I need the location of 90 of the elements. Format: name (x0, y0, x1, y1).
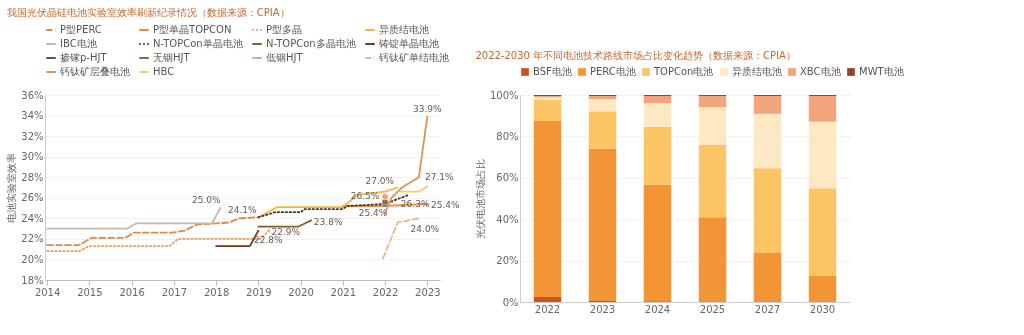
y-tick-label: 34% (21, 110, 44, 122)
y-tick-label: 40% (496, 213, 519, 225)
bar (588, 148, 617, 301)
annotation: 27.0% (365, 175, 395, 186)
y-tick-label: 32% (21, 130, 44, 142)
legend-label: 无铟HJT (153, 52, 191, 63)
x-tick-label: 2019 (246, 286, 272, 298)
y-axis-title: 电池实验室效率 (6, 153, 18, 223)
y-tick-label: 100% (489, 89, 519, 101)
y-tick-label: 18% (21, 274, 44, 286)
legend-label: P型单晶TOPCON (153, 24, 232, 35)
legend-label: P型多晶 (266, 24, 303, 35)
legend-label: 钙钛矿单结电池 (378, 52, 449, 63)
annotation: 22.8% (254, 234, 284, 245)
bar (533, 99, 562, 122)
y-tick-label: 20% (496, 255, 519, 267)
y-tick-label: 26% (21, 192, 44, 204)
x-tick-label: 2023 (415, 286, 441, 298)
legend-label: 掺镓p-HJT (60, 52, 108, 63)
legend-label: BSF电池 (533, 66, 572, 77)
x-tick-label: 2030 (809, 303, 836, 315)
chart-title: 2022-2030 年不同电池技术路线市场占比变化趋势（数据来源：CPIA） (475, 50, 796, 61)
annotation: 22.9% (271, 226, 301, 237)
x-tick-label: 2015 (77, 286, 103, 298)
legend-label: 异质结电池 (732, 66, 782, 77)
legend-label: 异质结电池 (379, 24, 429, 35)
annotation: 33.9% (413, 103, 443, 114)
bar (698, 107, 727, 145)
bar (533, 297, 562, 302)
bar (808, 188, 837, 276)
y-axis-title: 光伏电池市场占比 (474, 159, 486, 239)
legend-label: PERC电池 (590, 66, 636, 77)
bar (808, 275, 837, 302)
bar (698, 96, 727, 108)
legend-label: HBC (153, 66, 175, 77)
bar (753, 96, 782, 114)
legend-label: N-TOPCon多晶电池 (266, 38, 356, 49)
legend-label: 钙钛矿层叠电池 (59, 66, 130, 77)
annotation: 25.4% (431, 199, 461, 210)
legend-label: 铸锭单晶电池 (378, 38, 439, 49)
legend-label: 低铟HJT (266, 52, 304, 63)
legend-label: XBC电池 (800, 66, 841, 77)
y-tick-label: 20% (21, 253, 44, 265)
annotation: 24.0% (410, 224, 440, 235)
x-tick-label: 2027 (754, 303, 781, 315)
legend-label: N-TOPCon单晶电池 (153, 38, 243, 49)
y-tick-label: 28% (21, 171, 44, 183)
bar (643, 96, 672, 104)
annotation: 24.1% (228, 205, 258, 216)
x-tick-label: 2023 (589, 303, 616, 315)
y-tick-label: 30% (21, 151, 44, 163)
chart-title: 我国光伏晶硅电池实验室效率刷新纪录情况（数据来源：CPIA） (6, 7, 290, 18)
bar (808, 121, 837, 189)
bar (588, 99, 617, 112)
x-tick-label: 2017 (161, 286, 188, 298)
x-tick-label: 2016 (119, 286, 145, 298)
legend-label: IBC电池 (60, 38, 97, 49)
bar (643, 103, 672, 127)
bar (753, 168, 782, 253)
bar (753, 113, 782, 169)
bar (753, 252, 782, 302)
bar (533, 121, 562, 298)
bar (698, 217, 727, 302)
y-tick-label: 0% (502, 296, 519, 308)
line-series (257, 186, 399, 219)
x-tick-label: 2024 (644, 303, 671, 315)
annotation: 23.8% (313, 217, 343, 228)
legend-label: TOPCon电池 (653, 66, 714, 77)
annotation: 25.4% (358, 207, 388, 218)
bar (643, 126, 672, 185)
x-tick-label: 2022 (372, 286, 399, 298)
y-tick-label: 80% (496, 130, 519, 142)
y-tick-label: 36% (21, 89, 44, 101)
y-tick-label: 60% (496, 172, 519, 184)
annotation: 25.0% (192, 195, 222, 206)
legend-label: P型PERC (60, 24, 102, 35)
x-tick-label: 2018 (203, 286, 230, 298)
x-tick-label: 2021 (330, 286, 357, 298)
x-tick-label: 2025 (699, 303, 726, 315)
annotation: 27.1% (425, 172, 455, 183)
bar (808, 96, 837, 122)
bar (643, 184, 672, 302)
x-tick-label: 2022 (534, 303, 561, 315)
bar (698, 144, 727, 218)
x-tick-label: 2014 (34, 286, 61, 298)
legend-label: MWT电池 (859, 66, 904, 77)
x-tick-label: 2020 (288, 286, 314, 298)
y-tick-label: 22% (21, 233, 44, 245)
bar (588, 111, 617, 149)
y-tick-label: 24% (21, 212, 44, 224)
